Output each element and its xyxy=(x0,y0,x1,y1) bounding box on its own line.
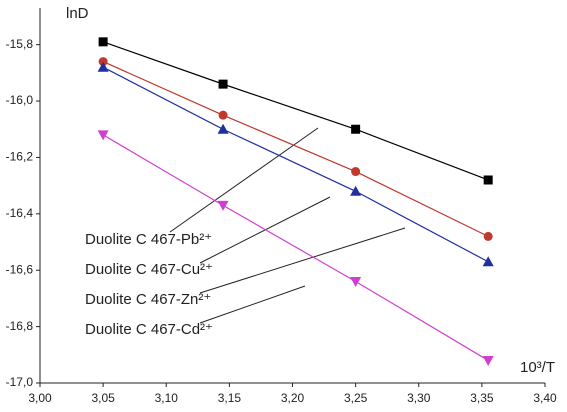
marker xyxy=(483,231,493,241)
y-tick-label: -16,4 xyxy=(6,206,34,220)
marker xyxy=(97,130,109,141)
legend-label: Duolite C 467-Zn²⁺ xyxy=(85,291,211,308)
x-tick-label: 3,30 xyxy=(407,391,431,405)
x-tick-label: 3,10 xyxy=(155,391,179,405)
legend-label: Duolite C 467-Cu²⁺ xyxy=(85,261,213,278)
y-tick-label: -16,2 xyxy=(6,150,34,164)
y-tick-label: -16,6 xyxy=(6,262,34,276)
marker xyxy=(98,37,108,47)
marker xyxy=(482,256,494,267)
x-tick-label: 3,15 xyxy=(218,391,242,405)
y-tick-label: -16,8 xyxy=(6,319,34,333)
marker xyxy=(350,185,362,196)
marker xyxy=(351,124,361,134)
marker xyxy=(482,355,494,366)
marker xyxy=(350,276,362,287)
x-tick-label: 3,35 xyxy=(470,391,494,405)
marker xyxy=(218,79,228,89)
series-line xyxy=(102,41,489,181)
legend-label: Duolite C 467-Cd²⁺ xyxy=(85,321,213,338)
series-line xyxy=(102,134,489,361)
marker xyxy=(483,175,493,185)
y-tick-label: -17,0 xyxy=(6,375,34,389)
marker xyxy=(98,57,108,67)
marker xyxy=(217,123,229,134)
y-tick-label: -15,8 xyxy=(6,37,34,51)
marker xyxy=(217,200,229,211)
leader-line xyxy=(199,285,306,324)
series-line xyxy=(102,66,489,263)
leader-line xyxy=(199,227,406,294)
marker xyxy=(351,167,361,177)
x-tick-label: 3,00 xyxy=(28,391,52,405)
series-line xyxy=(102,61,489,237)
x-tick-label: 3,20 xyxy=(281,391,305,405)
legend-label: Duolite C 467-Pb²⁺ xyxy=(85,231,212,248)
y-tick-label: -16,0 xyxy=(6,93,34,107)
marker xyxy=(97,61,109,72)
x-tick-label: 3,05 xyxy=(91,391,115,405)
leader-line xyxy=(169,127,319,233)
marker xyxy=(218,110,228,120)
x-tick-label: 3,25 xyxy=(344,391,368,405)
y-axis-label: lnD xyxy=(66,5,89,22)
x-axis-label: 10³/T xyxy=(520,359,555,376)
x-tick-label: 3,40 xyxy=(533,391,557,405)
